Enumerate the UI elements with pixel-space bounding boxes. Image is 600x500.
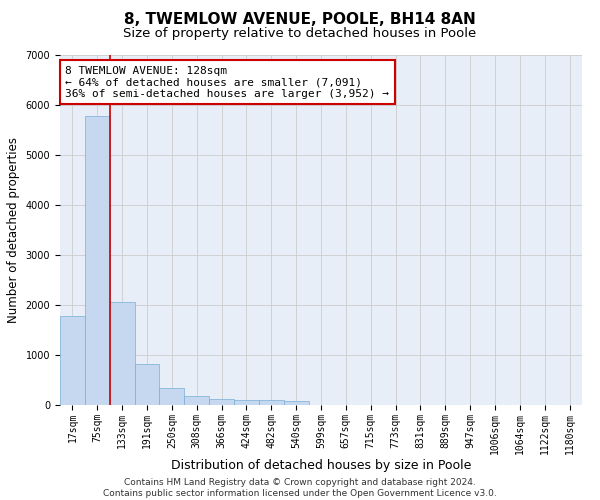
X-axis label: Distribution of detached houses by size in Poole: Distribution of detached houses by size … — [171, 460, 471, 472]
Bar — [234, 400, 259, 405]
Bar — [110, 302, 134, 405]
Bar — [85, 116, 110, 405]
Bar — [134, 364, 160, 405]
Text: 8 TWEMLOW AVENUE: 128sqm
← 64% of detached houses are smaller (7,091)
36% of sem: 8 TWEMLOW AVENUE: 128sqm ← 64% of detach… — [65, 66, 389, 98]
Bar — [284, 401, 308, 405]
Bar — [209, 399, 234, 405]
Bar — [184, 396, 209, 405]
Text: 8, TWEMLOW AVENUE, POOLE, BH14 8AN: 8, TWEMLOW AVENUE, POOLE, BH14 8AN — [124, 12, 476, 28]
Text: Contains HM Land Registry data © Crown copyright and database right 2024.
Contai: Contains HM Land Registry data © Crown c… — [103, 478, 497, 498]
Text: Size of property relative to detached houses in Poole: Size of property relative to detached ho… — [124, 28, 476, 40]
Bar — [160, 388, 184, 405]
Y-axis label: Number of detached properties: Number of detached properties — [7, 137, 20, 323]
Bar — [60, 316, 85, 405]
Bar — [259, 400, 284, 405]
